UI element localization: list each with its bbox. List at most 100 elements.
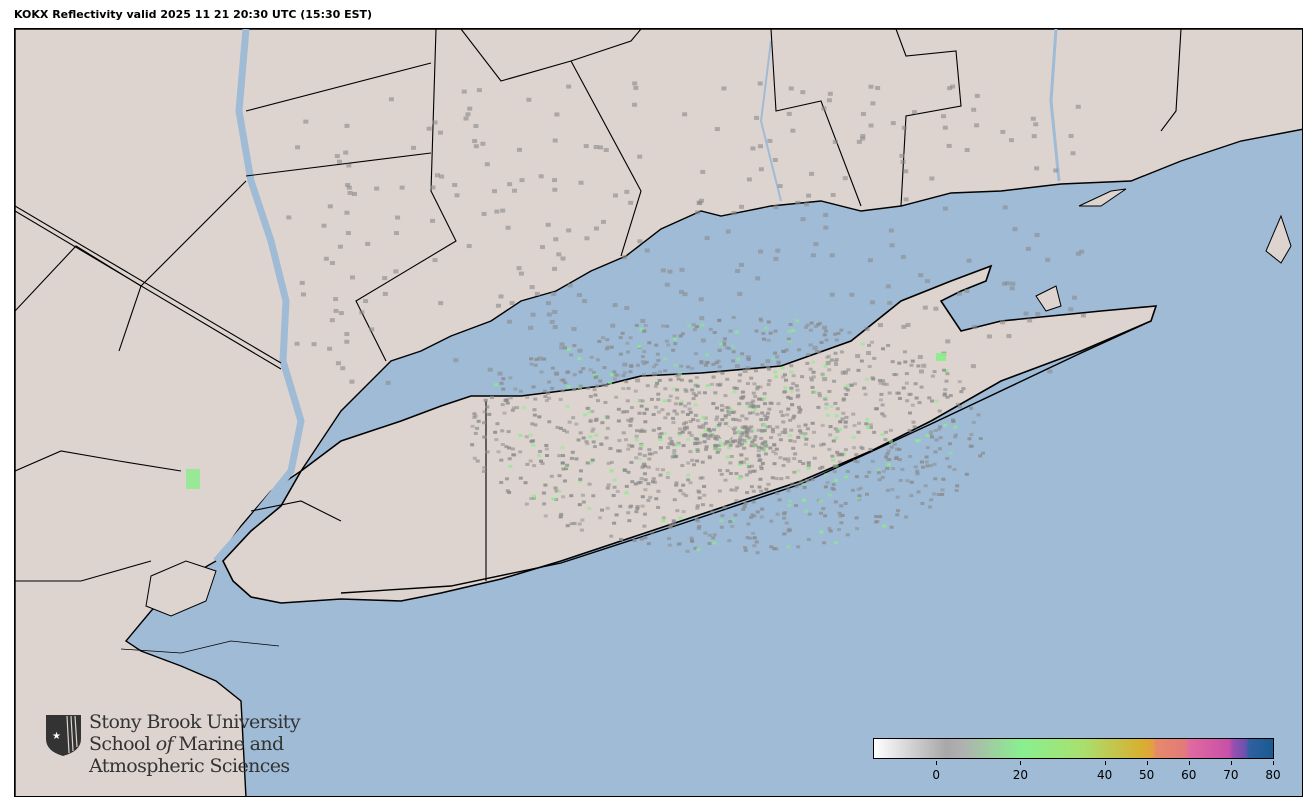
radar-echo bbox=[480, 141, 486, 146]
radar-echo bbox=[622, 255, 628, 260]
radar-echo bbox=[615, 489, 620, 493]
radar-echo bbox=[571, 326, 577, 331]
radar-echo bbox=[481, 469, 486, 473]
radar-echo bbox=[818, 499, 823, 503]
radar-echo bbox=[904, 372, 909, 376]
radar-echo bbox=[518, 450, 523, 454]
radar-echo bbox=[714, 361, 719, 365]
radar-echo bbox=[782, 516, 787, 520]
radar-echo bbox=[643, 420, 648, 424]
radar-echo bbox=[598, 516, 603, 520]
radar-echo bbox=[558, 397, 563, 401]
radar-echo bbox=[837, 511, 842, 515]
radar-echo bbox=[524, 435, 529, 439]
radar-echo bbox=[338, 311, 344, 316]
radar-echo bbox=[715, 450, 720, 454]
radar-echo bbox=[658, 446, 663, 450]
radar-echo bbox=[910, 403, 915, 407]
radar-echo bbox=[714, 127, 720, 132]
radar-echo bbox=[783, 390, 788, 394]
radar-echo bbox=[700, 460, 705, 464]
connecticut-river bbox=[1049, 29, 1061, 182]
map-canvas bbox=[15, 29, 1302, 796]
radar-echo bbox=[693, 413, 698, 417]
radar-echo bbox=[746, 357, 751, 361]
radar-echo bbox=[904, 515, 909, 519]
radar-echo bbox=[945, 372, 950, 376]
radar-echo bbox=[695, 210, 701, 215]
radar-echo bbox=[679, 267, 685, 272]
radar-echo bbox=[691, 323, 696, 327]
mainland bbox=[15, 29, 1302, 796]
radar-echo bbox=[785, 476, 790, 480]
radar-echo bbox=[767, 379, 772, 383]
radar-echo bbox=[829, 292, 835, 297]
radar-echo bbox=[865, 418, 870, 422]
radar-echo bbox=[764, 445, 769, 449]
radar-echo bbox=[843, 370, 849, 375]
radar-echo bbox=[812, 456, 817, 460]
radar-echo bbox=[467, 106, 473, 111]
radar-echo bbox=[615, 373, 620, 377]
radar-echo bbox=[760, 507, 765, 511]
radar-echo bbox=[786, 111, 792, 116]
radar-echo bbox=[761, 337, 766, 341]
radar-echo bbox=[925, 279, 931, 284]
radar-echo bbox=[737, 291, 743, 296]
radar-map[interactable]: ★ Stony Brook University School of Marin… bbox=[14, 28, 1303, 797]
radar-echo bbox=[763, 440, 768, 444]
radar-echo bbox=[857, 498, 862, 502]
radar-echo bbox=[717, 422, 722, 426]
radar-echo bbox=[802, 485, 807, 489]
radar-echo bbox=[487, 412, 492, 416]
radar-echo bbox=[571, 416, 576, 420]
radar-echo bbox=[697, 524, 702, 528]
radar-echo bbox=[666, 471, 671, 475]
radar-echo bbox=[845, 388, 850, 392]
radar-echo bbox=[731, 211, 737, 216]
radar-echo bbox=[572, 388, 577, 392]
radar-echo bbox=[760, 461, 765, 465]
radar-echo bbox=[561, 454, 566, 458]
radar-echo bbox=[757, 144, 763, 149]
radar-echo bbox=[665, 446, 670, 450]
radar-echo bbox=[485, 450, 490, 454]
radar-echo bbox=[513, 387, 518, 391]
radar-echo bbox=[734, 499, 739, 503]
radar-echo bbox=[529, 496, 534, 500]
radar-echo bbox=[822, 377, 828, 382]
radar-echo bbox=[749, 429, 754, 433]
radar-echo bbox=[728, 461, 733, 465]
radar-echo bbox=[909, 363, 914, 367]
radar-echo bbox=[839, 504, 844, 508]
radar-echo bbox=[843, 448, 848, 452]
radar-echo bbox=[738, 435, 743, 439]
radar-echo bbox=[907, 392, 912, 396]
radar-echo bbox=[591, 427, 596, 431]
radar-echo bbox=[955, 402, 960, 406]
radar-echo bbox=[839, 521, 844, 525]
radar-echo bbox=[810, 421, 815, 425]
radar-echo bbox=[476, 419, 481, 423]
radar-echo bbox=[344, 210, 350, 215]
radar-echo bbox=[657, 432, 662, 436]
radar-echo bbox=[1071, 295, 1077, 300]
radar-echo bbox=[710, 433, 715, 437]
radar-echo bbox=[552, 178, 558, 183]
radar-echo bbox=[616, 419, 621, 423]
radar-echo bbox=[820, 423, 825, 427]
radar-echo bbox=[961, 387, 966, 391]
radar-echo bbox=[890, 360, 895, 364]
radar-echo bbox=[728, 443, 733, 447]
radar-echo bbox=[659, 432, 664, 436]
radar-echo bbox=[758, 249, 764, 254]
radar-echo bbox=[1010, 281, 1016, 286]
radar-echo bbox=[770, 476, 775, 480]
radar-echo bbox=[747, 471, 752, 475]
radar-echo bbox=[628, 336, 633, 340]
radar-echo bbox=[759, 428, 764, 432]
logo-line-3: Atmospheric Sciences bbox=[89, 755, 290, 777]
radar-echo bbox=[756, 445, 761, 449]
radar-echo bbox=[981, 451, 986, 455]
radar-echo bbox=[593, 376, 598, 380]
